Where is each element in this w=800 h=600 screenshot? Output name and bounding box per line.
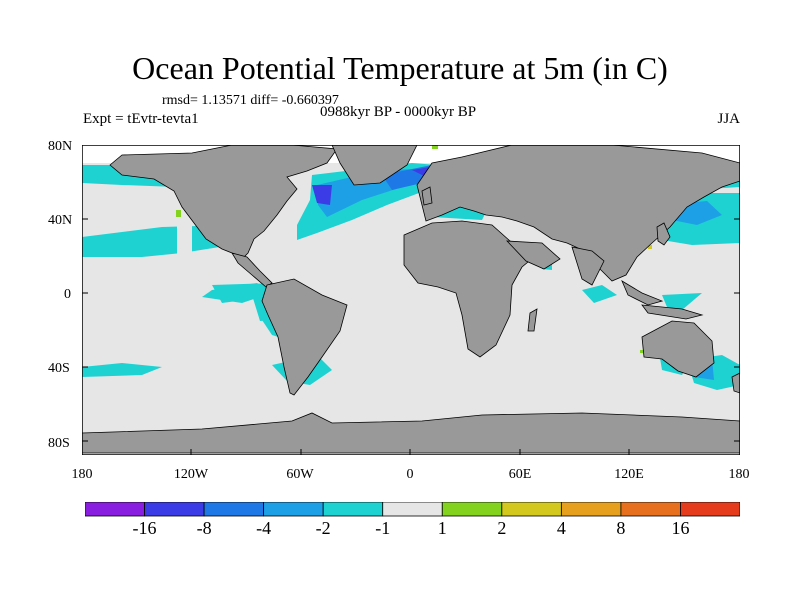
colorbar-label: 2: [497, 518, 506, 539]
stats-label: rmsd= 1.13571 diff= -0.660397: [162, 93, 339, 109]
season-label: JJA: [717, 111, 740, 128]
colorbar-label: 16: [671, 518, 689, 539]
colorbar-label: -8: [197, 518, 212, 539]
colorbar-swatch: [680, 502, 740, 516]
x-tick-label: 120E: [614, 467, 644, 483]
y-tick-label: 40S: [48, 361, 70, 377]
colorbar-label: -16: [133, 518, 157, 539]
x-tick-label: 180: [729, 467, 750, 483]
colorbar-swatch: [85, 502, 145, 516]
colorbar-swatch: [264, 502, 324, 516]
colorbar-swatch: [383, 502, 443, 516]
period-label: 0988kyr BP - 0000kyr BP: [320, 104, 476, 121]
colorbar-label: -2: [316, 518, 331, 539]
colorbar: [85, 502, 740, 518]
colorbar-label: 4: [557, 518, 566, 539]
x-tick-label: 0: [407, 467, 414, 483]
colorbar-swatch: [323, 502, 383, 516]
experiment-label: Expt = tEvtr-tevta1: [83, 111, 199, 128]
x-tick-label: 60E: [509, 467, 532, 483]
map-panel: [82, 145, 740, 455]
colorbar-label: -1: [375, 518, 390, 539]
colorbar-swatch: [145, 502, 205, 516]
colorbar-swatch: [561, 502, 621, 516]
x-tick-label: 180: [72, 467, 93, 483]
y-tick-label: 0: [64, 287, 71, 303]
y-tick-label: 40N: [48, 213, 72, 229]
colorbar-label: 8: [616, 518, 625, 539]
colorbar-swatch: [442, 502, 502, 516]
map-title: Ocean Potential Temperature at 5m (in C): [0, 50, 800, 87]
colorbar-swatch: [621, 502, 681, 516]
colorbar-label: -4: [256, 518, 271, 539]
y-tick-label: 80S: [48, 436, 70, 452]
x-tick-label: 120W: [174, 467, 208, 483]
colorbar-label: 1: [438, 518, 447, 539]
x-tick-label: 60W: [286, 467, 313, 483]
colorbar-swatch: [204, 502, 264, 516]
y-tick-label: 80N: [48, 139, 72, 155]
colorbar-swatch: [502, 502, 562, 516]
